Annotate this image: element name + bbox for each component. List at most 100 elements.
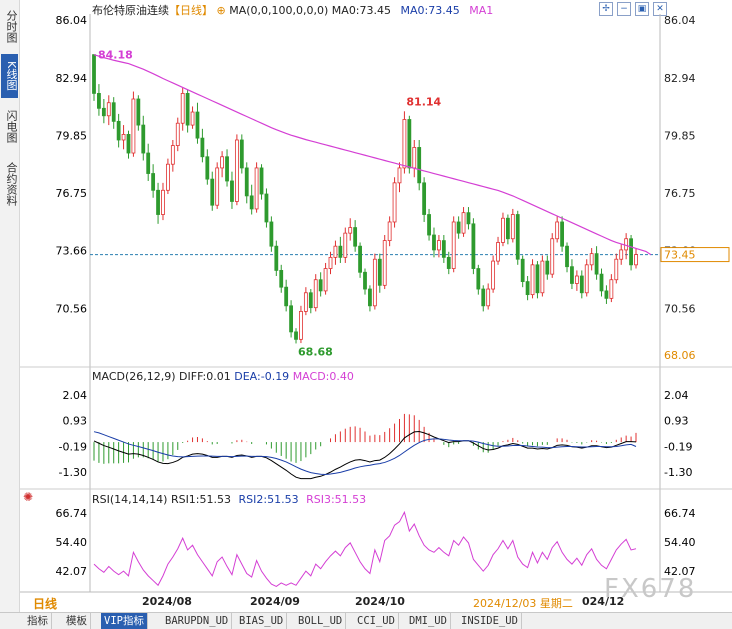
- candle-body: [358, 245, 362, 273]
- diff-line: [93, 430, 637, 480]
- cursor-date-label: 2024/12/03 星期二: [473, 597, 573, 610]
- y-tick-label: 0.93: [63, 415, 88, 428]
- macd-name: MACD(26,12,9): [92, 370, 176, 383]
- tab-flash[interactable]: 闪电图: [5, 109, 18, 143]
- instrument-title: 布伦特原油连续: [92, 4, 169, 17]
- candle-body: [259, 167, 264, 195]
- candle-body: [318, 279, 323, 292]
- y-tick-label: 70.56: [56, 302, 88, 315]
- candle-body: [284, 286, 289, 307]
- candle-body: [540, 260, 545, 294]
- tab-boll[interactable]: BOLL_UD: [295, 613, 347, 629]
- candle-body: [599, 273, 604, 292]
- candle-body: [161, 189, 165, 215]
- candle-body: [496, 242, 500, 262]
- candle-body: [274, 245, 279, 271]
- macd-diff: DIFF:0.01: [179, 370, 231, 383]
- chart-header: 布伦特原油连续【日线】 ⊕ MA(0,0,100,0,0,0) MA0:73.4…: [92, 2, 493, 18]
- candle-body: [461, 212, 466, 234]
- candle-body: [230, 180, 234, 202]
- candle-body: [451, 221, 456, 269]
- y-tick-label: 82.94: [56, 72, 88, 85]
- candle-body: [609, 279, 614, 299]
- indicator-params[interactable]: MA(0,0,100,0,0,0): [229, 4, 329, 17]
- sun-icon[interactable]: ✺: [23, 490, 34, 504]
- candle-body: [501, 217, 505, 243]
- candle-body: [131, 98, 136, 154]
- rsi-line: [93, 510, 637, 588]
- candle-body: [392, 182, 397, 223]
- y-tick-label: 76.75: [56, 187, 88, 200]
- candle-body: [427, 214, 431, 236]
- y-tick-label-right: 68.06: [664, 349, 696, 362]
- candle-body: [126, 133, 131, 154]
- candle-body: [343, 232, 348, 258]
- candle-body: [97, 93, 101, 109]
- ma0b-value: MA0:73.45: [400, 4, 460, 17]
- ma0-value: MA0:73.45: [331, 4, 392, 17]
- y-tick-label: 2.04: [63, 389, 88, 402]
- tab-bias[interactable]: BIAS_UD: [236, 613, 288, 629]
- x-last-label: 024/12: [582, 595, 625, 608]
- y-tick-label-right: 73.66: [664, 245, 696, 258]
- y-tick-label: 42.07: [56, 565, 88, 578]
- tab-dmi[interactable]: DMI_UD: [406, 613, 451, 629]
- tab-vip-indicators[interactable]: VIP指标: [101, 613, 148, 629]
- ma1-label: MA1: [469, 4, 494, 17]
- candle-body: [604, 290, 609, 299]
- candle-body: [550, 238, 555, 275]
- candle-body: [166, 163, 170, 191]
- candle-body: [195, 111, 200, 139]
- y-tick-label-right: 70.56: [664, 302, 696, 315]
- tab-indicators[interactable]: 指标: [24, 613, 52, 629]
- tab-templates[interactable]: 模板: [63, 613, 91, 629]
- period-label[interactable]: 【日线】: [169, 4, 213, 17]
- y-tick-label-right: 79.85: [664, 129, 696, 142]
- candle-body: [215, 167, 220, 206]
- chart-sidebar: 分时图 K线图 闪电图 合约资料: [0, 0, 20, 613]
- x-period-label[interactable]: 日线: [33, 597, 58, 611]
- candle-body: [481, 288, 486, 307]
- candle-body: [121, 133, 126, 141]
- tab-cci[interactable]: CCI_UD: [354, 613, 399, 629]
- y-tick-label-right: 82.94: [664, 72, 696, 85]
- tab-contract-info[interactable]: 合约资料: [5, 162, 18, 206]
- tab-kline[interactable]: K线图: [1, 54, 18, 98]
- candle-body: [269, 221, 274, 247]
- candle-body: [491, 260, 496, 290]
- close-icon[interactable]: ✕: [653, 2, 667, 16]
- rsi-header: RSI(14,14,14) RSI1:51.53 RSI2:51.53 RSI3…: [92, 493, 366, 506]
- candle-body: [629, 238, 633, 266]
- candle-body: [397, 167, 402, 184]
- candle-body: [323, 268, 328, 292]
- candle-body: [264, 193, 269, 223]
- tab-timeshare[interactable]: 分时图: [5, 9, 18, 43]
- candle-body: [471, 223, 476, 269]
- candle-body: [175, 122, 180, 146]
- y-tick-label: 73.66: [56, 245, 88, 258]
- candle-body: [220, 156, 225, 169]
- candle-body: [486, 288, 491, 307]
- candle-body: [180, 93, 185, 124]
- tab-barupdn[interactable]: BARUPDN_UD: [162, 613, 233, 629]
- y-tick-label: 66.74: [56, 507, 88, 520]
- ma-line: [93, 54, 652, 256]
- candle-body: [146, 152, 151, 174]
- x-month-label: 2024/09: [250, 595, 300, 608]
- candle-body: [555, 221, 560, 240]
- restore-icon[interactable]: ▣: [635, 2, 649, 16]
- candle-body: [545, 260, 550, 275]
- candle-body: [584, 264, 589, 294]
- candle-body: [432, 234, 436, 251]
- tab-inside[interactable]: INSIDE_UD: [458, 613, 522, 629]
- last-price-label: 73.45: [664, 249, 696, 262]
- expand-icon[interactable]: ✢: [599, 2, 613, 16]
- candle-body: [368, 288, 372, 307]
- candle-body: [244, 167, 249, 197]
- zoom-out-icon[interactable]: −: [617, 2, 631, 16]
- add-icon[interactable]: ⊕: [216, 4, 226, 17]
- candle-body: [407, 119, 412, 169]
- low-annotation: 68.68: [298, 345, 333, 358]
- candle-body: [353, 227, 358, 247]
